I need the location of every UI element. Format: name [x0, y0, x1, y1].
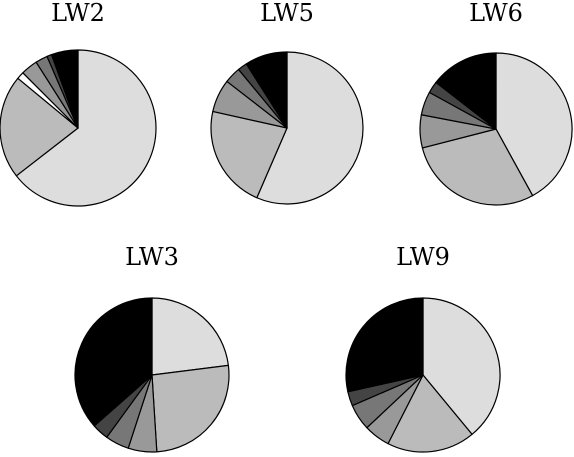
- pie-slices-lw6: [419, 52, 573, 206]
- pie-slices-lw5: [210, 51, 364, 205]
- pie-slice-lw5-1: [256, 51, 364, 205]
- pie-title-lw6: LW6: [469, 0, 523, 27]
- pie-slices-lw2: [0, 49, 157, 207]
- pie-panel-lw9: LW9: [345, 243, 501, 453]
- pie-panel-lw2: LW2: [0, 0, 157, 207]
- pie-title-lw2: LW2: [51, 0, 105, 27]
- pie-slices-lw3: [74, 297, 230, 453]
- pie-slice-lw6-2: [421, 128, 534, 206]
- pie-slice-lw6-6: [435, 52, 497, 130]
- pie-slice-lw5-6: [245, 51, 288, 129]
- pie-slice-lw9-1: [422, 297, 501, 435]
- pie-panel-lw3: LW3: [74, 243, 230, 453]
- pie-title-lw5: LW5: [260, 0, 314, 27]
- pie-slice-lw9-2: [387, 374, 473, 453]
- pie-slice-lw3-2: [151, 364, 230, 453]
- pie-title-lw3: LW3: [125, 243, 179, 271]
- pie-panel-lw6: LW6: [419, 0, 573, 206]
- pie-slice-lw2-7: [50, 49, 79, 129]
- pie-slice-lw3-6: [74, 297, 153, 427]
- pie-slice-lw2-1: [15, 49, 157, 207]
- pie-slices-lw9: [345, 297, 501, 453]
- pie-slice-lw9-6: [345, 297, 424, 393]
- pie-title-lw9: LW9: [396, 243, 450, 271]
- pie-slice-lw5-2: [210, 110, 288, 199]
- pie-slice-lw3-1: [151, 297, 229, 376]
- pie-panel-lw5: LW5: [210, 0, 364, 205]
- pie-slice-lw2-2: [0, 77, 79, 177]
- pie-slice-lw6-1: [495, 52, 573, 197]
